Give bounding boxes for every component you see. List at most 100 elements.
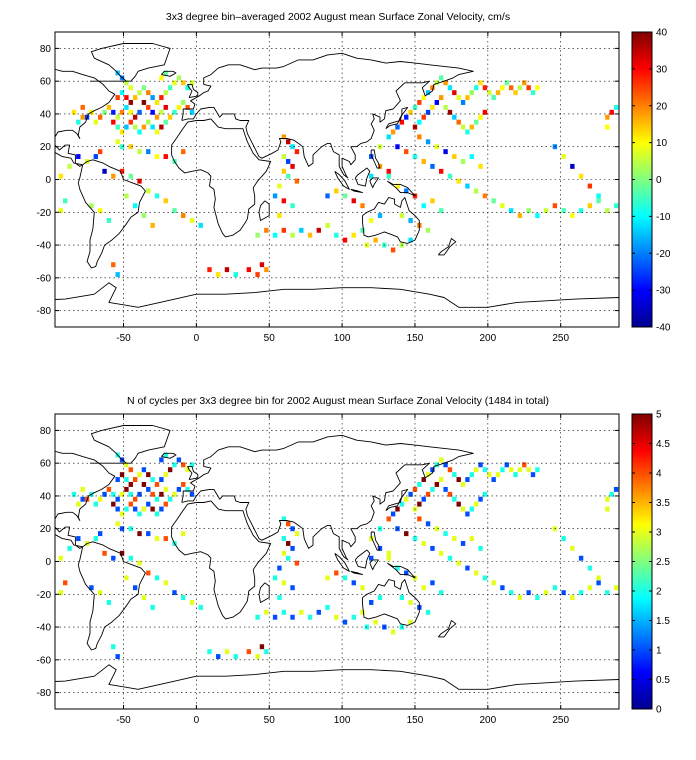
bin-cell xyxy=(386,555,391,561)
bin-cell xyxy=(132,203,138,209)
bin-cell xyxy=(517,213,523,219)
bin-cell xyxy=(399,119,405,125)
bin-cell xyxy=(404,531,409,537)
bin-cell xyxy=(412,486,418,492)
bin-cell xyxy=(456,501,461,507)
bin-cell xyxy=(377,213,383,219)
bin-cell xyxy=(272,614,278,620)
x-tick-label: 0 xyxy=(194,715,200,726)
bin-cell xyxy=(159,457,164,463)
bin-cell xyxy=(469,90,474,96)
bin-cell xyxy=(106,104,112,110)
bin-cell xyxy=(167,496,173,502)
bin-cell xyxy=(128,85,133,91)
coastline xyxy=(55,664,619,690)
bin-cell xyxy=(421,203,426,209)
bin-cell xyxy=(578,590,584,596)
bin-cell xyxy=(447,467,453,473)
bin-cell xyxy=(97,208,103,214)
bin-cell xyxy=(609,491,614,497)
bin-cell xyxy=(128,467,133,473)
x-tick-label: 100 xyxy=(334,333,351,344)
bin-cell xyxy=(425,90,431,96)
bin-cell xyxy=(605,124,610,130)
bin-cell xyxy=(508,590,514,596)
colorbar-tick-label: -30 xyxy=(656,286,671,297)
bin-cell xyxy=(570,213,575,219)
bin-cell xyxy=(299,609,304,615)
bin-cell xyxy=(132,124,138,130)
bin-cell xyxy=(522,462,527,468)
bin-cell xyxy=(281,609,286,615)
bin-cell xyxy=(150,491,155,497)
bin-cell xyxy=(596,198,601,204)
bin-cell xyxy=(412,104,418,110)
bin-cell xyxy=(513,90,518,96)
bin-cell xyxy=(417,482,422,487)
bin-cell xyxy=(430,580,435,586)
coastline xyxy=(385,488,409,512)
colorbar-tick-label: 4.5 xyxy=(656,439,670,450)
bin-cell xyxy=(526,208,531,214)
bin-cell xyxy=(176,457,182,463)
bin-cell xyxy=(141,467,147,473)
bin-cell xyxy=(172,491,177,497)
bin-cell xyxy=(97,590,103,596)
bin-cell xyxy=(216,272,221,278)
bin-cell xyxy=(285,521,291,527)
bin-cell xyxy=(434,526,440,532)
bin-cell xyxy=(137,149,142,155)
bin-cell xyxy=(316,609,321,615)
bin-cell xyxy=(447,85,453,91)
bin-cell xyxy=(456,119,461,125)
bin-cell xyxy=(246,649,252,655)
coastline xyxy=(354,549,371,569)
bin-cell xyxy=(132,585,138,591)
bin-cell xyxy=(181,100,186,105)
bin-cell xyxy=(290,526,295,532)
bin-cell xyxy=(334,614,339,620)
bin-cell xyxy=(408,109,413,115)
bin-cell xyxy=(137,491,142,497)
coastline xyxy=(171,500,272,620)
coastline xyxy=(362,197,420,244)
bin-cell xyxy=(417,134,422,140)
x-tick-label: 100 xyxy=(334,715,351,726)
bin-cell xyxy=(150,222,155,228)
bin-cell xyxy=(517,595,523,601)
y-tick-label: 20 xyxy=(40,524,52,535)
bin-cell xyxy=(430,545,435,551)
coastline xyxy=(77,541,146,651)
y-tick-label: -80 xyxy=(37,688,52,699)
bin-cell xyxy=(535,595,540,601)
y-tick-label: 60 xyxy=(40,459,52,470)
coastline xyxy=(258,200,270,221)
coastline xyxy=(350,570,363,576)
bin-cell xyxy=(167,114,173,120)
bin-cell xyxy=(294,149,300,155)
bin-cell xyxy=(430,467,435,473)
coastline xyxy=(90,43,171,82)
bin-cell xyxy=(417,100,422,105)
bin-cell xyxy=(176,104,182,110)
bin-cell xyxy=(285,159,291,164)
bin-cell xyxy=(460,541,466,546)
bin-cell xyxy=(421,114,426,120)
bin-cell xyxy=(482,467,488,473)
bin-cell xyxy=(163,70,168,76)
bin-cell xyxy=(132,95,138,101)
bin-cell xyxy=(281,580,286,586)
velocity-bins xyxy=(58,70,619,278)
bin-cell xyxy=(316,227,321,233)
bin-cell xyxy=(587,203,593,209)
bin-cell xyxy=(408,237,413,243)
bin-cell xyxy=(198,604,203,610)
bin-cell xyxy=(351,198,356,204)
bin-cell xyxy=(106,218,112,223)
bin-cell xyxy=(465,477,470,483)
bin-cell xyxy=(141,100,147,105)
colorbar-tick-label: 1 xyxy=(656,646,662,657)
bin-cell xyxy=(469,506,474,512)
bin-cell xyxy=(128,119,133,125)
bin-cell xyxy=(290,232,295,238)
